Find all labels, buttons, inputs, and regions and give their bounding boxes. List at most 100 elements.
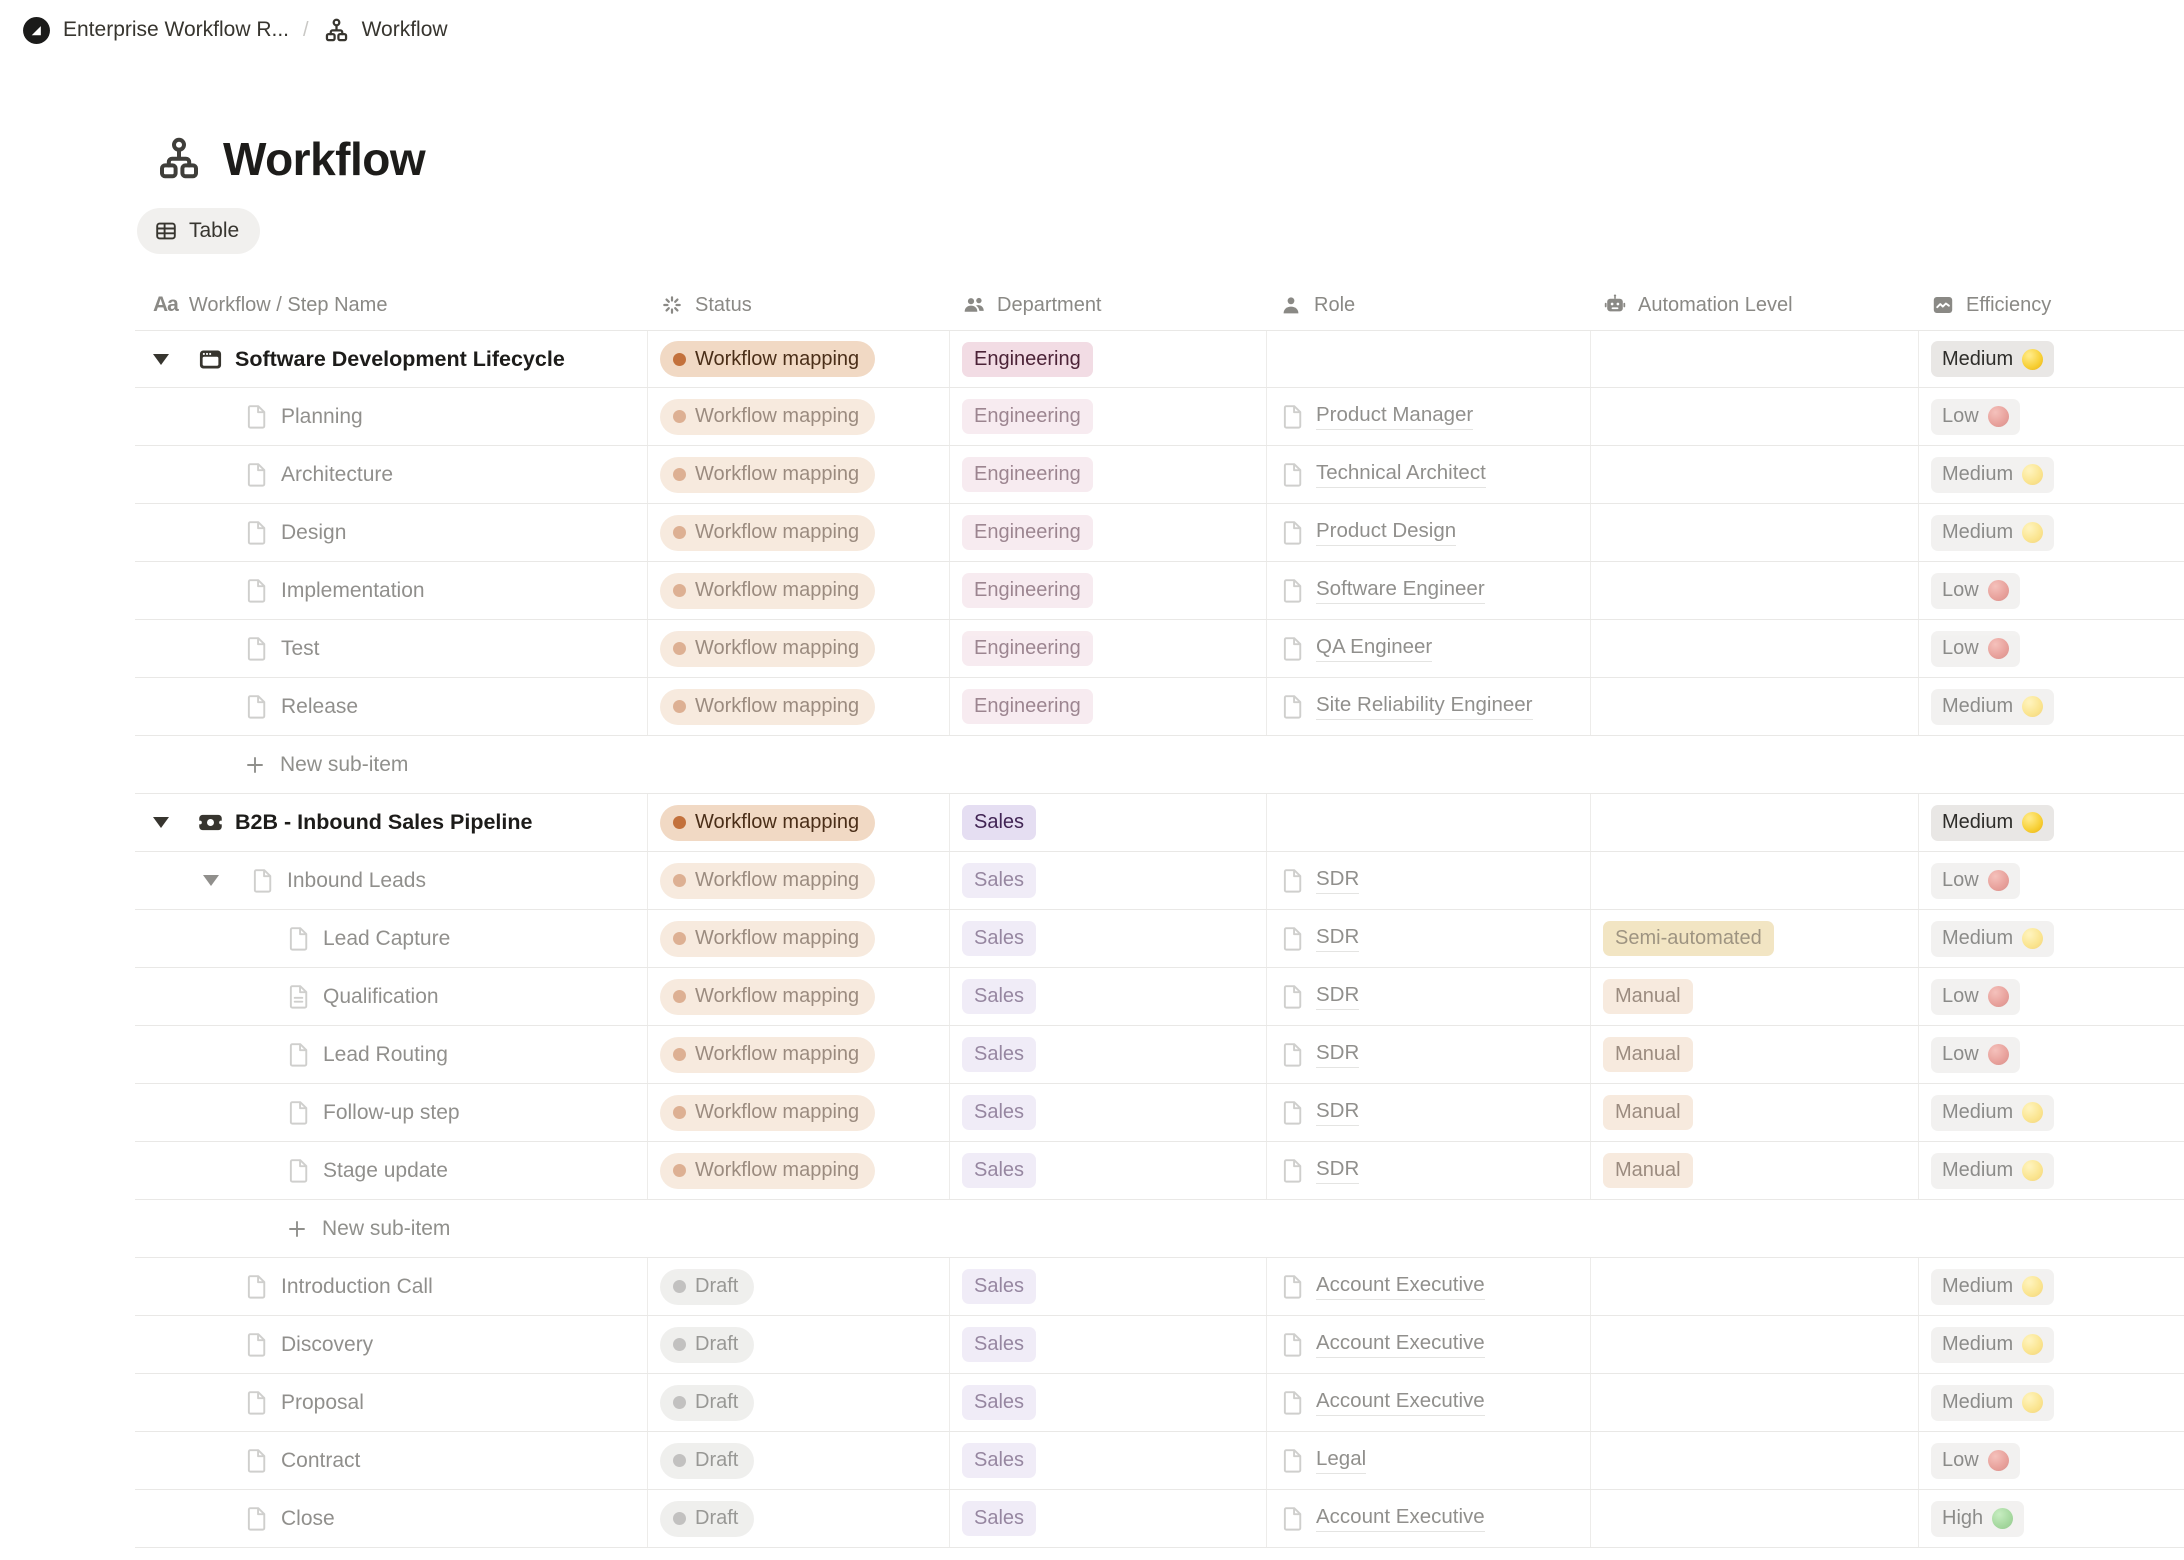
department-cell[interactable]: Sales: [950, 1026, 1267, 1083]
row-name-cell[interactable]: Close: [135, 1490, 648, 1547]
role-relation[interactable]: Account Executive: [1279, 1273, 1485, 1300]
department-cell[interactable]: Engineering: [950, 331, 1267, 387]
role-cell[interactable]: Account Executive: [1267, 1490, 1591, 1547]
column-header-role[interactable]: Role: [1267, 280, 1591, 330]
role-cell[interactable]: SDR: [1267, 852, 1591, 909]
department-cell[interactable]: Sales: [950, 852, 1267, 909]
workflow-sitemap-icon[interactable]: [155, 135, 203, 183]
efficiency-cell[interactable]: High: [1919, 1490, 2184, 1547]
role-relation[interactable]: Product Design: [1279, 519, 1457, 546]
efficiency-cell[interactable]: Medium: [1919, 1374, 2184, 1431]
role-relation[interactable]: Site Reliability Engineer: [1279, 693, 1533, 720]
status-cell[interactable]: Draft: [648, 1258, 950, 1315]
status-cell[interactable]: Workflow mapping: [648, 446, 950, 503]
column-header-status[interactable]: Status: [648, 280, 950, 330]
automation-cell[interactable]: [1591, 446, 1919, 503]
role-cell[interactable]: [1267, 331, 1591, 387]
role-relation[interactable]: Software Engineer: [1279, 577, 1485, 604]
role-cell[interactable]: SDR: [1267, 1142, 1591, 1199]
status-cell[interactable]: Workflow mapping: [648, 1026, 950, 1083]
role-cell[interactable]: Account Executive: [1267, 1374, 1591, 1431]
department-cell[interactable]: Sales: [950, 1374, 1267, 1431]
role-cell[interactable]: Software Engineer: [1267, 562, 1591, 619]
status-cell[interactable]: Draft: [648, 1374, 950, 1431]
status-cell[interactable]: Workflow mapping: [648, 910, 950, 967]
department-cell[interactable]: Engineering: [950, 678, 1267, 735]
efficiency-cell[interactable]: Medium: [1919, 504, 2184, 561]
efficiency-cell[interactable]: Low: [1919, 562, 2184, 619]
row-name-cell[interactable]: Qualification: [135, 968, 648, 1025]
status-cell[interactable]: Workflow mapping: [648, 504, 950, 561]
role-relation[interactable]: SDR: [1279, 1157, 1360, 1184]
efficiency-cell[interactable]: Medium: [1919, 678, 2184, 735]
role-cell[interactable]: QA Engineer: [1267, 620, 1591, 677]
department-cell[interactable]: Sales: [950, 1316, 1267, 1373]
role-relation[interactable]: SDR: [1279, 983, 1360, 1010]
status-cell[interactable]: Workflow mapping: [648, 1084, 950, 1141]
status-cell[interactable]: Workflow mapping: [648, 852, 950, 909]
efficiency-cell[interactable]: Low: [1919, 1026, 2184, 1083]
role-cell[interactable]: Site Reliability Engineer: [1267, 678, 1591, 735]
status-cell[interactable]: Workflow mapping: [648, 968, 950, 1025]
status-cell[interactable]: Workflow mapping: [648, 1142, 950, 1199]
role-cell[interactable]: Technical Architect: [1267, 446, 1591, 503]
status-cell[interactable]: Draft: [648, 1316, 950, 1373]
row-name-cell[interactable]: Implementation: [135, 562, 648, 619]
role-cell[interactable]: SDR: [1267, 910, 1591, 967]
department-cell[interactable]: Sales: [950, 1490, 1267, 1547]
row-name-cell[interactable]: Planning: [135, 388, 648, 445]
status-cell[interactable]: Workflow mapping: [648, 794, 950, 851]
column-header-department[interactable]: Department: [950, 280, 1267, 330]
automation-cell[interactable]: [1591, 1374, 1919, 1431]
automation-cell[interactable]: [1591, 1432, 1919, 1489]
efficiency-cell[interactable]: Medium: [1919, 1084, 2184, 1141]
department-cell[interactable]: Sales: [950, 968, 1267, 1025]
automation-cell[interactable]: [1591, 331, 1919, 387]
role-relation[interactable]: Product Manager: [1279, 403, 1474, 430]
department-cell[interactable]: Sales: [950, 794, 1267, 851]
breadcrumb-workspace[interactable]: Enterprise Workflow R...: [22, 16, 289, 45]
role-cell[interactable]: Account Executive: [1267, 1316, 1591, 1373]
automation-cell[interactable]: Manual: [1591, 968, 1919, 1025]
role-relation[interactable]: SDR: [1279, 925, 1360, 952]
status-cell[interactable]: Workflow mapping: [648, 678, 950, 735]
department-cell[interactable]: Engineering: [950, 504, 1267, 561]
role-relation[interactable]: QA Engineer: [1279, 635, 1433, 662]
row-name-cell[interactable]: Design: [135, 504, 648, 561]
row-name-cell[interactable]: Discovery: [135, 1316, 648, 1373]
automation-cell[interactable]: [1591, 1490, 1919, 1547]
automation-cell[interactable]: [1591, 1258, 1919, 1315]
row-name-cell[interactable]: Introduction Call: [135, 1258, 648, 1315]
efficiency-cell[interactable]: Medium: [1919, 331, 2184, 387]
automation-cell[interactable]: [1591, 388, 1919, 445]
role-relation[interactable]: Account Executive: [1279, 1389, 1485, 1416]
row-name-cell[interactable]: Test: [135, 620, 648, 677]
efficiency-cell[interactable]: Medium: [1919, 910, 2184, 967]
role-relation[interactable]: SDR: [1279, 867, 1360, 894]
efficiency-cell[interactable]: Low: [1919, 968, 2184, 1025]
automation-cell[interactable]: [1591, 504, 1919, 561]
status-cell[interactable]: Workflow mapping: [648, 562, 950, 619]
department-cell[interactable]: Engineering: [950, 388, 1267, 445]
automation-cell[interactable]: [1591, 562, 1919, 619]
row-name-cell[interactable]: Stage update: [135, 1142, 648, 1199]
efficiency-cell[interactable]: Low: [1919, 620, 2184, 677]
automation-cell[interactable]: Manual: [1591, 1026, 1919, 1083]
column-header-name[interactable]: Aa Workflow / Step Name: [135, 280, 648, 330]
role-relation[interactable]: Account Executive: [1279, 1505, 1485, 1532]
role-relation[interactable]: SDR: [1279, 1099, 1360, 1126]
role-cell[interactable]: SDR: [1267, 968, 1591, 1025]
row-name-cell[interactable]: Lead Routing: [135, 1026, 648, 1083]
breadcrumb-page[interactable]: Workflow: [323, 17, 448, 44]
efficiency-cell[interactable]: Low: [1919, 852, 2184, 909]
role-relation[interactable]: Account Executive: [1279, 1331, 1485, 1358]
expand-toggle-icon[interactable]: [153, 817, 169, 828]
role-cell[interactable]: Account Executive: [1267, 1258, 1591, 1315]
new-sub-item-button[interactable]: New sub-item: [135, 736, 2184, 793]
tab-table-view[interactable]: Table: [137, 208, 261, 254]
role-relation[interactable]: Technical Architect: [1279, 461, 1486, 488]
automation-cell[interactable]: Manual: [1591, 1084, 1919, 1141]
role-relation[interactable]: Legal: [1279, 1447, 1367, 1474]
status-cell[interactable]: Workflow mapping: [648, 388, 950, 445]
efficiency-cell[interactable]: Medium: [1919, 1142, 2184, 1199]
